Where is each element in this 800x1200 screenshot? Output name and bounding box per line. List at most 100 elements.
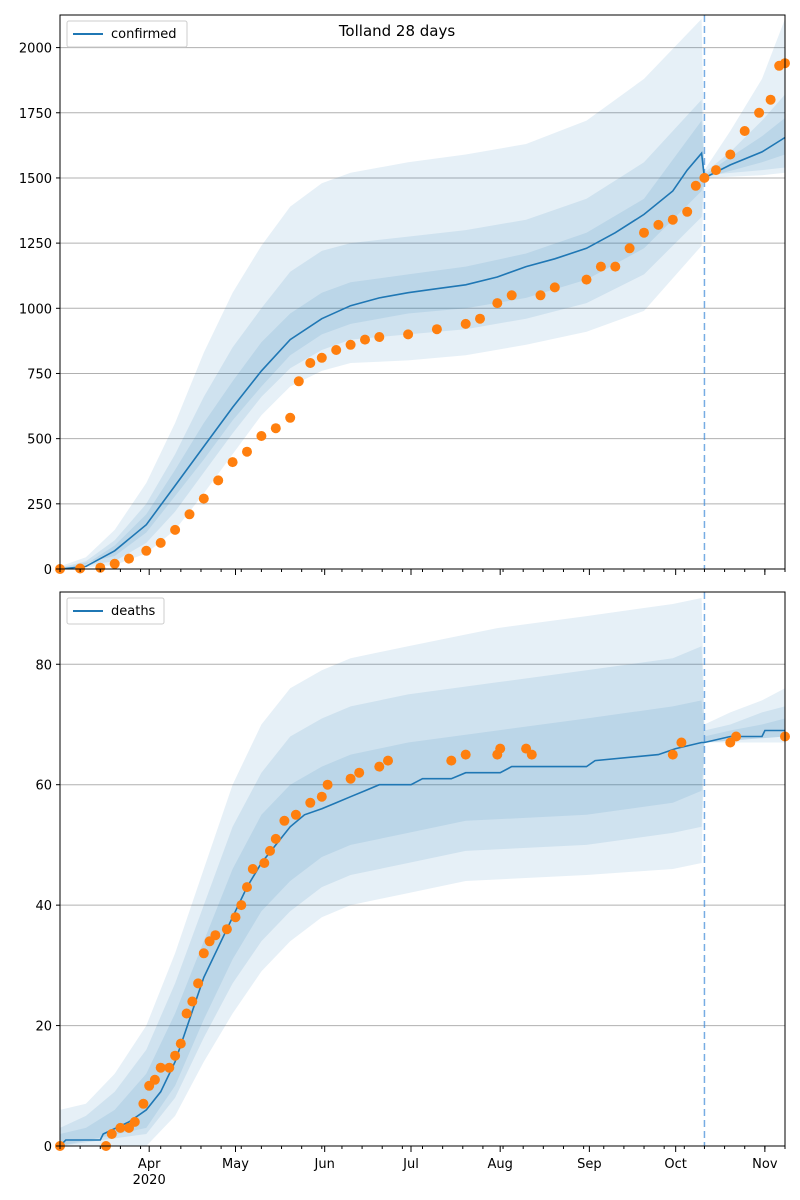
uncertainty-band-inner <box>60 700 785 1146</box>
observed-point <box>383 755 393 766</box>
observed-point <box>221 924 232 935</box>
observed-point <box>316 791 327 802</box>
observed-point <box>293 376 304 387</box>
observed-point <box>667 214 678 225</box>
y-tick-label: 1500 <box>19 172 52 187</box>
y-tick-label: 500 <box>27 433 52 448</box>
observed-point <box>731 731 742 742</box>
y-tick-label: 750 <box>27 367 52 382</box>
observed-point <box>285 412 296 423</box>
chart-title: Tolland 28 days <box>338 22 456 40</box>
observed-point <box>374 332 385 342</box>
y-tick-label: 0 <box>44 1140 52 1155</box>
observed-point <box>403 329 414 340</box>
observed-point <box>374 761 385 772</box>
observed-point <box>535 290 546 301</box>
y-tick-label: 250 <box>27 498 52 513</box>
observed-point <box>431 324 442 335</box>
observed-point <box>170 524 181 535</box>
observed-point <box>141 545 152 556</box>
series-line-deaths <box>59 729 785 1147</box>
observed-point <box>290 809 301 820</box>
observed-point <box>242 882 252 893</box>
uncertainty-band-middle <box>60 646 785 1146</box>
observed-point <box>676 737 687 748</box>
observed-point <box>754 107 765 118</box>
y-tick-label: 0 <box>44 563 52 578</box>
x-tick-label: Apr <box>138 1157 161 1172</box>
x-tick-label: Jun <box>314 1157 335 1172</box>
observed-point <box>345 339 356 350</box>
observed-point <box>198 493 209 504</box>
observed-point <box>653 219 664 230</box>
y-tick-label: 60 <box>35 779 52 794</box>
observed-point <box>682 206 693 217</box>
observed-point <box>446 755 457 766</box>
y-tick-label: 1750 <box>19 107 52 122</box>
observed-point <box>170 1050 181 1061</box>
x-tick-label: Aug <box>487 1157 512 1172</box>
observed-point <box>305 797 316 808</box>
observed-point <box>193 978 204 989</box>
x-tick-label: Sep <box>577 1157 602 1172</box>
observed-point <box>259 858 270 868</box>
y-tick-label: 80 <box>35 658 52 673</box>
observed-point <box>699 172 710 183</box>
legend-label-confirmed: confirmed <box>111 27 177 42</box>
observed-point <box>581 274 592 285</box>
observed-point <box>155 537 166 548</box>
observed-point <box>115 1122 126 1133</box>
observed-point <box>270 423 281 434</box>
legend-label-deaths: deaths <box>111 604 156 619</box>
uncertainty-band-middle <box>60 94 785 569</box>
observed-point <box>187 996 198 1007</box>
observed-point <box>639 227 649 238</box>
legend-frame <box>66 20 188 48</box>
x-tick-label: Nov <box>752 1157 778 1172</box>
observed-point <box>109 558 120 569</box>
confirmed-panel: 0 250 500 750 1000 1250 1500 1750 2000 Tolland 2… <box>19 14 790 578</box>
series-line-confirmed <box>59 136 786 570</box>
uncertainty-band-outer <box>60 598 785 1146</box>
confirmed-plot-area: 0 250 500 750 1000 1250 1500 1750 2000 <box>19 14 790 578</box>
observed-point <box>124 553 134 564</box>
observed-point <box>213 475 224 486</box>
observed-point <box>331 345 342 355</box>
observed-point <box>690 180 701 191</box>
observed-point <box>138 1098 149 1109</box>
observed-point <box>210 930 221 941</box>
uncertainty-band-outer <box>60 18 785 569</box>
observed-point <box>549 282 560 293</box>
x-tick-label: Oct <box>664 1157 686 1172</box>
observed-point <box>270 833 281 844</box>
y-tick-label: 40 <box>35 899 52 914</box>
observed-point <box>624 243 635 254</box>
observed-point <box>106 1129 117 1139</box>
observed-point <box>667 749 678 760</box>
observed-point <box>279 815 290 826</box>
observed-point <box>149 1074 160 1085</box>
observed-point <box>506 290 517 301</box>
observed-point <box>230 912 241 923</box>
observed-point <box>247 864 258 874</box>
observed-point <box>460 318 471 329</box>
observed-point <box>164 1062 175 1073</box>
observed-point <box>492 298 503 309</box>
observed-point <box>725 149 736 160</box>
observed-point <box>354 767 365 778</box>
y-tick-label: 20 <box>35 1020 52 1035</box>
observed-point <box>495 743 506 754</box>
observed-point <box>155 1062 166 1073</box>
x-tick-label: Jul <box>402 1157 419 1172</box>
confirmed-legend: confirmed <box>66 20 188 48</box>
observed-point <box>198 948 209 959</box>
observed-point <box>316 352 327 363</box>
y-tick-label: 2000 <box>19 42 52 57</box>
observed-point <box>227 457 238 468</box>
observed-point <box>322 779 333 790</box>
observed-point <box>765 94 776 105</box>
observed-point <box>526 749 537 760</box>
